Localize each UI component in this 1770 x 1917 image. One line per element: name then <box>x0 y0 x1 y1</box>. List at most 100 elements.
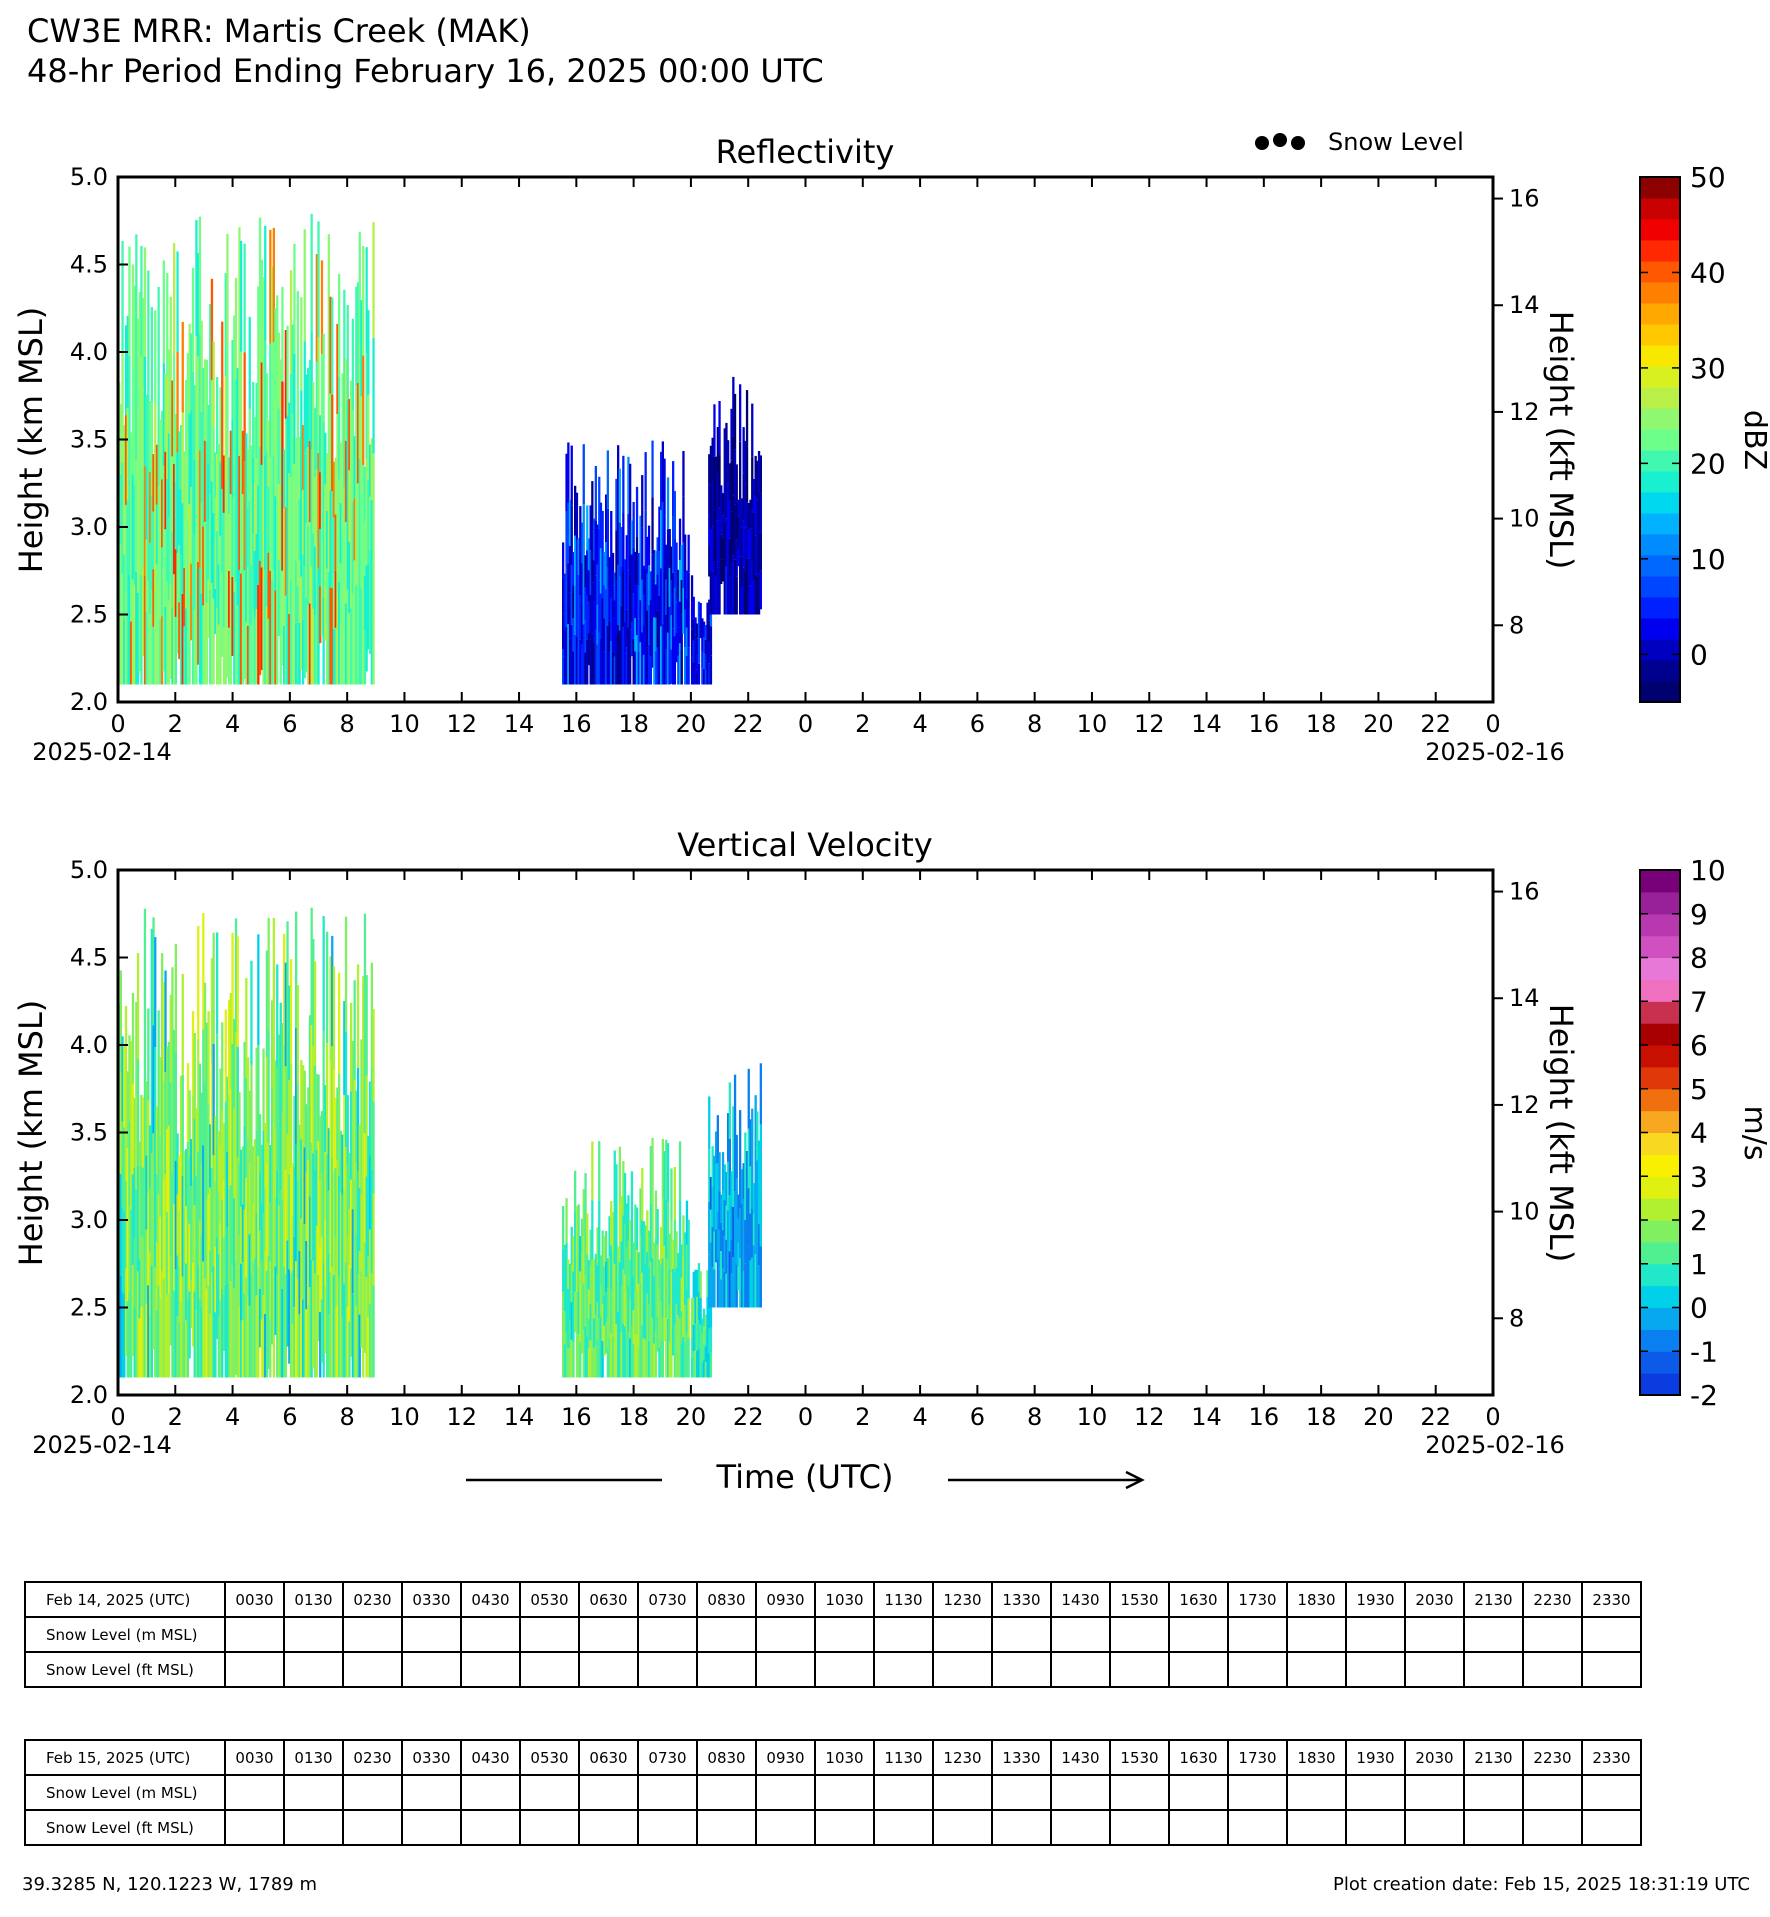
echo-cell <box>751 1108 754 1159</box>
echo-cell <box>126 1224 129 1301</box>
echo-cell <box>150 307 153 402</box>
echo-cell <box>632 593 635 639</box>
y2-axis-label: Height (kft MSL) <box>1542 311 1580 570</box>
echo-cell <box>740 498 744 528</box>
echo-cell <box>197 926 200 1039</box>
echo-cell <box>288 473 291 544</box>
echo-cell <box>240 462 243 574</box>
echo-cell <box>622 455 625 513</box>
echo-cell <box>744 1132 747 1177</box>
echo-cell <box>315 576 318 685</box>
echo-cell <box>716 473 719 521</box>
y2-tick-label: 16 <box>1509 185 1540 213</box>
echo-cell <box>343 1095 346 1190</box>
echo-cell <box>131 992 135 1084</box>
echo-cell <box>295 1261 298 1378</box>
echo-cell <box>320 1236 324 1300</box>
echo-cell <box>644 510 647 569</box>
echo-cell <box>666 1260 670 1319</box>
echo-cell <box>161 547 164 617</box>
time-header-cell: 0730 <box>637 1739 698 1776</box>
echo-cell <box>329 393 332 491</box>
echo-cell <box>677 569 680 599</box>
echo-cell <box>756 576 759 615</box>
echo-cell <box>629 1259 632 1299</box>
echo-cell <box>219 610 222 685</box>
echo-cell <box>210 1167 214 1273</box>
echo-cell <box>730 1205 733 1240</box>
echo-cell <box>747 502 750 531</box>
echo-cell <box>623 590 627 622</box>
echo-cell <box>617 564 620 625</box>
echo-cell <box>627 1286 630 1332</box>
echo-cell <box>346 305 349 400</box>
echo-cell <box>188 1157 191 1225</box>
echo-cell <box>203 359 207 441</box>
echo-cell <box>152 511 155 570</box>
echo-cell <box>255 1047 258 1131</box>
echo-cell <box>332 517 336 574</box>
snow-level-cell <box>1463 1651 1524 1688</box>
echo-cell <box>140 1165 143 1237</box>
echo-cell <box>148 1314 152 1378</box>
echo-cell <box>164 451 167 530</box>
echo-cell <box>130 558 133 622</box>
echo-cell <box>711 437 714 482</box>
echo-cell <box>613 628 616 657</box>
echo-cell <box>257 934 260 1046</box>
snow-level-cell <box>755 1809 816 1846</box>
x-tick-label: 2 <box>168 1403 183 1431</box>
echo-cell <box>207 1194 210 1286</box>
echo-cell <box>639 1235 642 1283</box>
echo-cell <box>697 1320 701 1349</box>
echo-cell <box>709 1177 713 1210</box>
echo-cell <box>370 561 373 623</box>
echo-cell <box>138 481 141 577</box>
echo-cell <box>253 550 257 618</box>
echo-cell <box>725 566 728 615</box>
snow-level-cell <box>1050 1616 1111 1653</box>
echo-cell <box>135 1283 138 1378</box>
echo-cell <box>198 333 202 451</box>
echo-cell <box>310 331 313 450</box>
echo-cell <box>303 1147 306 1224</box>
echo-cell <box>355 1305 358 1378</box>
echo-cell <box>702 653 706 669</box>
echo-cell <box>615 530 618 582</box>
echo-cell <box>150 1041 153 1154</box>
echo-cell <box>709 1302 713 1328</box>
echo-cell <box>207 405 210 464</box>
echo-cell <box>197 1151 200 1265</box>
echo-cell <box>613 572 616 601</box>
echo-cell <box>759 493 762 533</box>
echo-cell <box>300 1139 303 1219</box>
echo-cell <box>279 1096 282 1191</box>
echo-cell <box>713 1269 716 1308</box>
echo-cell <box>658 640 661 685</box>
echo-cell <box>276 392 279 490</box>
echo-cell <box>173 574 176 685</box>
axis-layer: 0 2 4 6 8 10 12 14 16 18 20 22 0 2 4 6 8 10 12 14 16 18 20 22 02… <box>70 856 1540 1431</box>
echo-cell <box>751 561 754 615</box>
snow-level-cell <box>814 1809 875 1846</box>
snow-level-cell <box>401 1616 462 1653</box>
echo-cell <box>603 585 606 619</box>
echo-cell <box>124 1180 128 1269</box>
echo-cell <box>737 1242 740 1267</box>
vertical-velocity-panel: Vertical Velocity 0 2 4 6 8 10 12 14 16 18 20 22 0 2 4… <box>12 826 1770 1496</box>
echo-cell <box>195 1108 198 1176</box>
echo-cell <box>582 1189 585 1237</box>
echo-cell <box>721 537 725 560</box>
time-header-cell: 0230 <box>342 1581 403 1618</box>
echo-cell <box>248 592 251 685</box>
echo-cell <box>677 1346 680 1378</box>
echo-cell <box>706 623 709 644</box>
echo-cell <box>246 567 250 626</box>
echo-cell <box>257 1266 260 1378</box>
echo-cell <box>737 549 740 567</box>
echo-cell <box>191 1094 195 1179</box>
echo-cell <box>577 647 580 685</box>
echo-cell <box>656 574 659 611</box>
echo-cell <box>725 1205 728 1240</box>
